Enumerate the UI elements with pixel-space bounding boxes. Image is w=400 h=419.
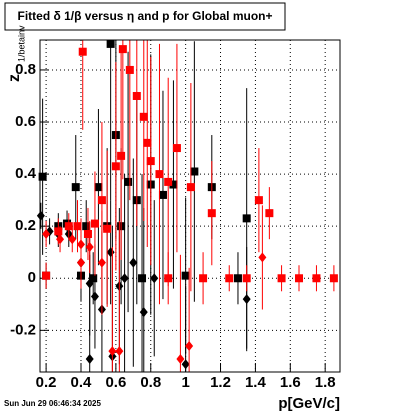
marker	[172, 144, 181, 153]
marker	[124, 177, 133, 186]
marker	[181, 359, 190, 370]
y-tick-label: 0.8	[15, 61, 36, 78]
x-axis-label: p[GeV/c]	[278, 395, 340, 412]
marker	[176, 353, 185, 364]
marker	[118, 45, 127, 54]
marker	[108, 346, 117, 357]
marker	[54, 227, 63, 236]
marker	[139, 307, 148, 318]
marker	[277, 274, 286, 283]
marker	[158, 190, 167, 199]
marker	[265, 209, 274, 218]
x-tick-label: 1.2	[210, 374, 231, 391]
marker	[233, 274, 242, 283]
marker	[125, 65, 134, 74]
marker	[190, 167, 199, 176]
marker	[312, 274, 321, 283]
marker	[76, 257, 85, 268]
marker	[164, 274, 173, 283]
y-tick-label: 0.4	[15, 165, 37, 182]
marker	[106, 39, 115, 48]
y-tick-label: -0.2	[10, 321, 36, 338]
marker	[36, 210, 45, 221]
y-axis-label-sub: 1/betainv	[16, 25, 26, 62]
marker	[83, 229, 92, 238]
y-axis-label: z	[6, 74, 23, 82]
frame	[39, 39, 341, 373]
marker	[94, 183, 103, 192]
marker	[78, 47, 87, 56]
marker	[42, 271, 51, 280]
marker	[85, 353, 94, 364]
chart-title: Fitted δ 1/β versus η and p for Global m…	[18, 9, 273, 23]
marker	[132, 91, 141, 100]
marker	[329, 274, 338, 283]
x-tick-label: 0.2	[36, 374, 57, 391]
marker	[155, 170, 164, 179]
marker	[82, 222, 91, 231]
y-tick-label: 0.6	[15, 113, 36, 130]
marker	[295, 274, 304, 283]
marker	[242, 274, 251, 283]
marker	[199, 274, 208, 283]
marker	[103, 224, 112, 233]
marker	[150, 273, 159, 284]
marker	[143, 138, 152, 147]
marker	[90, 219, 99, 228]
x-tick-label: 0.4	[71, 374, 93, 391]
marker	[169, 180, 178, 189]
marker	[117, 151, 126, 160]
marker	[242, 294, 251, 305]
marker	[85, 242, 94, 253]
marker	[181, 271, 190, 280]
marker	[164, 177, 173, 186]
marker	[225, 274, 234, 283]
x-tick-label: 0.6	[105, 374, 126, 391]
marker	[120, 273, 129, 284]
marker	[71, 183, 80, 192]
marker	[42, 228, 51, 239]
marker	[64, 222, 73, 231]
marker	[186, 183, 195, 192]
marker	[97, 196, 106, 205]
y-tick-label: 0	[28, 269, 36, 286]
marker	[129, 257, 138, 268]
marker	[90, 291, 99, 302]
x-tick-label: 1.4	[245, 374, 267, 391]
y-tick-label: 0.2	[15, 217, 36, 234]
marker	[242, 214, 251, 223]
marker	[146, 157, 155, 166]
marker	[38, 172, 47, 181]
title-box	[4, 2, 286, 31]
footer: Sun Jun 29 06:46:34 2025	[4, 399, 101, 408]
x-tick-label: 1.6	[280, 374, 301, 391]
x-tick-label: 1	[181, 374, 189, 391]
marker	[207, 209, 216, 218]
marker	[111, 162, 120, 171]
marker	[115, 346, 124, 357]
marker	[258, 252, 267, 263]
marker	[254, 196, 263, 205]
marker	[185, 340, 194, 351]
marker	[106, 247, 115, 258]
marker	[139, 112, 148, 121]
marker	[138, 274, 147, 283]
marker	[89, 274, 98, 283]
marker	[73, 222, 82, 231]
marker	[97, 257, 106, 268]
marker	[68, 234, 77, 245]
marker	[56, 234, 65, 245]
x-tick-label: 0.8	[140, 374, 161, 391]
x-tick-label: 1.8	[315, 374, 336, 391]
